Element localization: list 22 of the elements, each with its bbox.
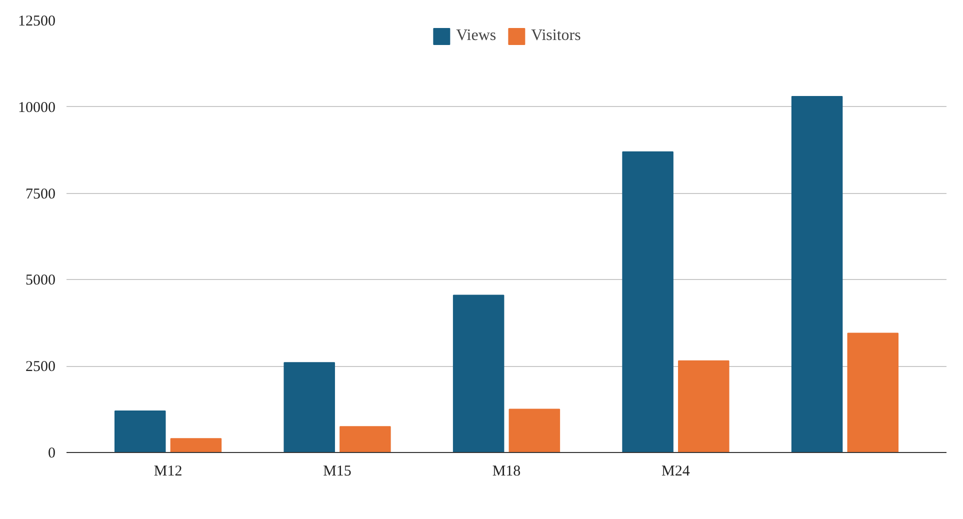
y-tick-label: 0 xyxy=(48,446,56,462)
bar xyxy=(170,438,222,452)
bar xyxy=(340,426,391,452)
bar xyxy=(847,332,899,452)
y-tick-label: 7500 xyxy=(26,186,56,202)
x-tick-label: M15 xyxy=(323,464,352,480)
bar xyxy=(678,360,730,452)
bar xyxy=(791,96,843,452)
x-tick-label: M24 xyxy=(662,464,690,480)
y-tick-label: 10000 xyxy=(18,100,56,116)
legend-label: Views xyxy=(456,26,496,46)
legend-label: Visitors xyxy=(531,26,581,46)
bar xyxy=(622,151,674,452)
bar xyxy=(114,410,166,452)
y-tick-label: 2500 xyxy=(26,359,56,376)
x-tick-label: M12 xyxy=(154,464,182,480)
y-tick-label: 5000 xyxy=(26,272,56,289)
bar xyxy=(452,294,504,452)
bar xyxy=(284,362,335,452)
y-tick-label: 12500 xyxy=(18,14,56,30)
bar xyxy=(508,408,560,452)
x-tick-label: M18 xyxy=(492,464,521,480)
